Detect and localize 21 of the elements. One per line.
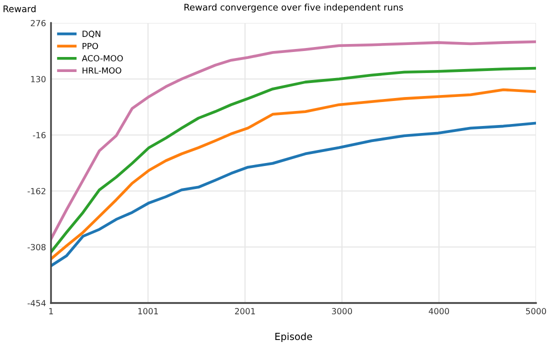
y-tick-label: -308	[28, 244, 46, 250]
x-tick-label: 3000	[332, 308, 352, 314]
line-series	[51, 122, 536, 268]
y-tick-label: 130	[31, 76, 46, 82]
x-tick-label: 1	[49, 308, 53, 314]
x-tick-label: 5000	[526, 308, 546, 314]
y-axis-title: Reward	[4, 5, 36, 12]
x-tick-label: 1001	[138, 308, 158, 314]
legend-label: HRL-MOO	[82, 67, 122, 74]
x-tick-label: 4000	[428, 308, 450, 314]
x-tick-label: 2001	[235, 308, 255, 314]
y-tick-label: -16	[32, 132, 46, 138]
line-series	[51, 40, 536, 240]
y-tick-label: 276	[30, 20, 46, 26]
legend-label: DQN	[82, 30, 100, 38]
legend-label: PPO	[82, 42, 98, 50]
chart-title: Reward convergence over five independent runs	[184, 4, 403, 12]
y-tick-label: -454	[28, 300, 46, 306]
y-tick-label: -162	[28, 188, 46, 194]
legend-label: ACO-MOO	[82, 55, 123, 62]
x-axis-title: Episode	[275, 332, 312, 342]
